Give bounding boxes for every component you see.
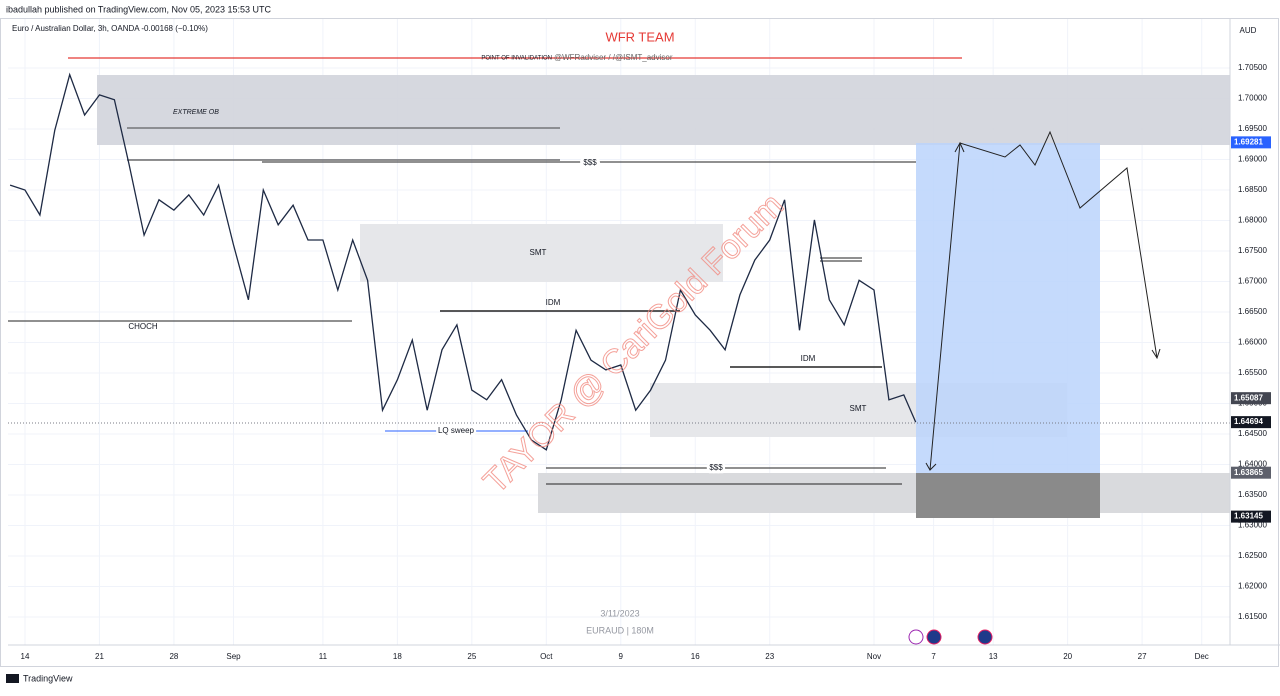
y-tick-label: 1.62500 (1238, 551, 1267, 560)
price-label: 1.69281 (1234, 137, 1263, 146)
x-tick-label: Dec (1195, 652, 1209, 661)
watermark: 3/11/2023 (600, 608, 639, 618)
price-label-box (1231, 392, 1271, 405)
annotation: SMT (530, 248, 547, 257)
y-tick-label: 1.61500 (1238, 612, 1267, 621)
price-label: 1.64694 (1234, 417, 1263, 426)
y-tick-label: 1.66000 (1238, 338, 1267, 347)
x-tick-label: 18 (393, 652, 402, 661)
y-tick-label: 1.64000 (1238, 460, 1267, 469)
x-tick-label: 7 (931, 652, 936, 661)
brand: TradingView (23, 673, 73, 683)
price-label: 1.65087 (1234, 393, 1263, 402)
x-tick-label: 13 (989, 652, 998, 661)
annotation: EXTREME OB (173, 109, 219, 116)
price-label-box (1231, 510, 1271, 523)
annotation: $$$ (583, 158, 597, 167)
y-tick-label: 1.69000 (1238, 155, 1267, 164)
annotation: SMT (850, 404, 867, 413)
logo (6, 674, 19, 683)
projection-path (929, 130, 1158, 471)
target-zone (916, 473, 1100, 518)
x-tick-label: 27 (1138, 652, 1147, 661)
projection-zone (916, 143, 1100, 473)
price-line (9, 72, 917, 451)
axes: 1.70500 1.70000 1.69500 1.69000 1.68500 1.680… (21, 63, 1271, 661)
arrow-heads (925, 141, 1161, 471)
y-tick-label: 1.70500 (1238, 63, 1267, 72)
team-title: WFR TEAM (605, 29, 674, 44)
symbol-info: Euro / Australian Dollar, 3h, OANDA -0.0… (12, 24, 208, 33)
price-label: 1.63145 (1234, 512, 1263, 521)
x-tick-label: 21 (95, 652, 104, 661)
y-tick-label: 1.66500 (1238, 307, 1267, 316)
price-label-box (1231, 136, 1271, 149)
watermark: EURAUD | 180M (586, 625, 654, 635)
y-tick-label: 1.67000 (1238, 277, 1267, 286)
frame (0, 18, 1279, 667)
y-tick-label: 1.64500 (1238, 429, 1267, 438)
event-icon[interactable] (926, 629, 942, 645)
annotation: CHOCH (128, 322, 158, 331)
annotation: IDM (546, 298, 561, 307)
annotation: IDM (801, 354, 816, 363)
x-tick-label: 11 (319, 652, 328, 661)
x-tick-label: 16 (691, 652, 700, 661)
annotation: LQ sweep (438, 426, 475, 435)
x-tick-label: 20 (1063, 652, 1072, 661)
x-tick-label: 14 (21, 652, 30, 661)
currency-label[interactable]: AUD (1240, 26, 1257, 35)
x-tick-label: 23 (765, 652, 774, 661)
x-tick-label: 25 (467, 652, 476, 661)
price-label-box (1231, 416, 1271, 429)
y-tick-label: 1.68000 (1238, 216, 1267, 225)
publisher: ibadullah published on TradingView.com, … (6, 4, 272, 14)
x-tick-label: Sep (226, 652, 241, 661)
y-tick-label: 1.63000 (1238, 521, 1267, 530)
y-tick-label: 1.63500 (1238, 490, 1267, 499)
price-label-box (1231, 466, 1271, 479)
y-tick-label: 1.68500 (1238, 185, 1267, 194)
y-tick-label: 1.67500 (1238, 246, 1267, 255)
y-tick-label: 1.62000 (1238, 582, 1267, 591)
smt-zone (360, 224, 723, 282)
price-series (9, 72, 917, 451)
y-tick-label: 1.70000 (1238, 94, 1267, 103)
x-tick-label: Nov (867, 652, 881, 661)
y-tick-label: 1.65500 (1238, 368, 1267, 377)
annotation: @WFRadviser / /@ISMT_advisor (554, 53, 673, 62)
event-icon[interactable] (908, 629, 924, 645)
x-tick-label: 28 (169, 652, 178, 661)
price-label: 1.63865 (1234, 468, 1263, 477)
demand-zone (538, 473, 1230, 513)
x-tick-label: 9 (619, 652, 624, 661)
y-tick-label: 1.69500 (1238, 124, 1267, 133)
event-icon[interactable] (977, 629, 993, 645)
ob-zone (97, 75, 1230, 145)
annotation: $$$ (709, 463, 723, 472)
annotation: POINT OF INVALIDATION (481, 56, 552, 62)
x-tick-label: Oct (540, 652, 553, 661)
